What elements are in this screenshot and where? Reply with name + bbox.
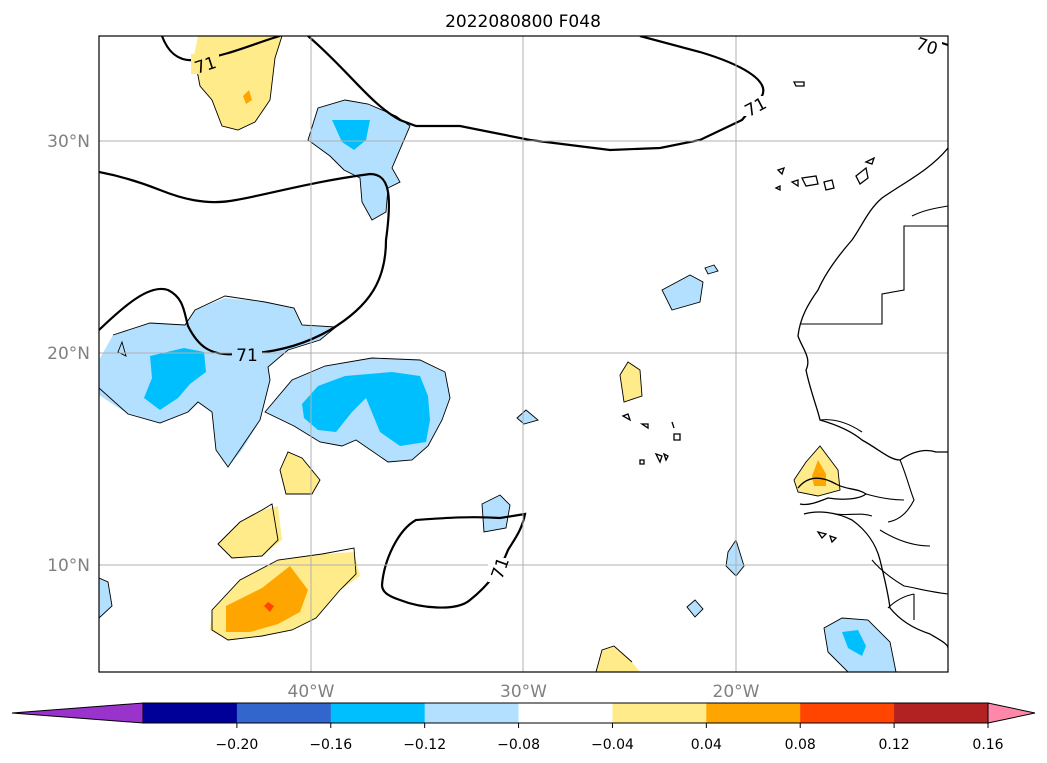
longitude-label: 20°W <box>713 682 760 702</box>
contour-71-north <box>307 36 765 152</box>
blue-anomaly-areas <box>144 120 866 656</box>
negative-region-32n-37w <box>308 100 410 220</box>
latitude-labels: 30°N 20°N 10°N <box>47 132 90 576</box>
map-area: 71 71 71 71 70 <box>99 34 948 672</box>
colorbar-tick-label: −0.12 <box>403 737 446 753</box>
contour-71-central <box>99 170 391 356</box>
colorbar-tick-label: 0.16 <box>972 737 1003 753</box>
contour-label: 70 <box>913 34 940 60</box>
colorbar-segment <box>143 703 238 723</box>
contour-71-south <box>380 512 527 609</box>
colorbar-segment <box>330 703 426 723</box>
colorbar-segment <box>894 703 989 723</box>
colorbar <box>11 702 1036 724</box>
colorbar-tick-label: −0.20 <box>215 737 258 753</box>
colorbar-segment <box>706 703 801 723</box>
colorbar-tick-label: −0.16 <box>309 737 352 753</box>
colorbar-tick-label: 0.08 <box>785 737 816 753</box>
latitude-label: 10°N <box>47 556 90 576</box>
colorbar-tick-label: 0.04 <box>691 737 722 753</box>
colorbar-extend-low <box>11 702 144 724</box>
longitude-labels: 40°W 30°W 20°W <box>288 682 760 702</box>
colorbar-extend-high <box>987 702 1036 724</box>
negative-region-20n-45w <box>99 298 336 467</box>
colorbar-frame <box>142 702 989 724</box>
contour-label: 71 <box>236 346 258 366</box>
guinea-coast <box>803 511 948 649</box>
colorbar-tick-labels: −0.20 −0.16 −0.12 −0.08 −0.04 0.04 0.08 0.12 0.1… <box>215 723 1004 753</box>
colorbar-segment <box>800 703 895 723</box>
longitude-label: 40°W <box>288 682 335 702</box>
colorbar-segment <box>236 703 332 723</box>
latitude-label: 20°N <box>47 344 90 364</box>
west-africa-coast <box>797 147 948 461</box>
colorbar-tick-label: 0.12 <box>879 737 910 753</box>
map-frame <box>98 35 949 673</box>
country-borders <box>800 205 948 620</box>
latitude-label: 30°N <box>47 132 90 152</box>
orange-anomaly-areas <box>226 90 826 632</box>
longitude-label: 30°W <box>500 682 547 702</box>
colorbar-segment <box>612 703 707 723</box>
chart-title: 2022080800 F048 <box>445 12 601 32</box>
negative-region-23n-22w <box>662 275 703 310</box>
red-anomaly-spot <box>264 602 274 612</box>
colorbar-tick-label: −0.04 <box>591 737 634 753</box>
colorbar-segment <box>518 703 613 723</box>
colorbar-segment <box>424 703 520 723</box>
colorbar-tick-label: −0.08 <box>497 737 540 753</box>
